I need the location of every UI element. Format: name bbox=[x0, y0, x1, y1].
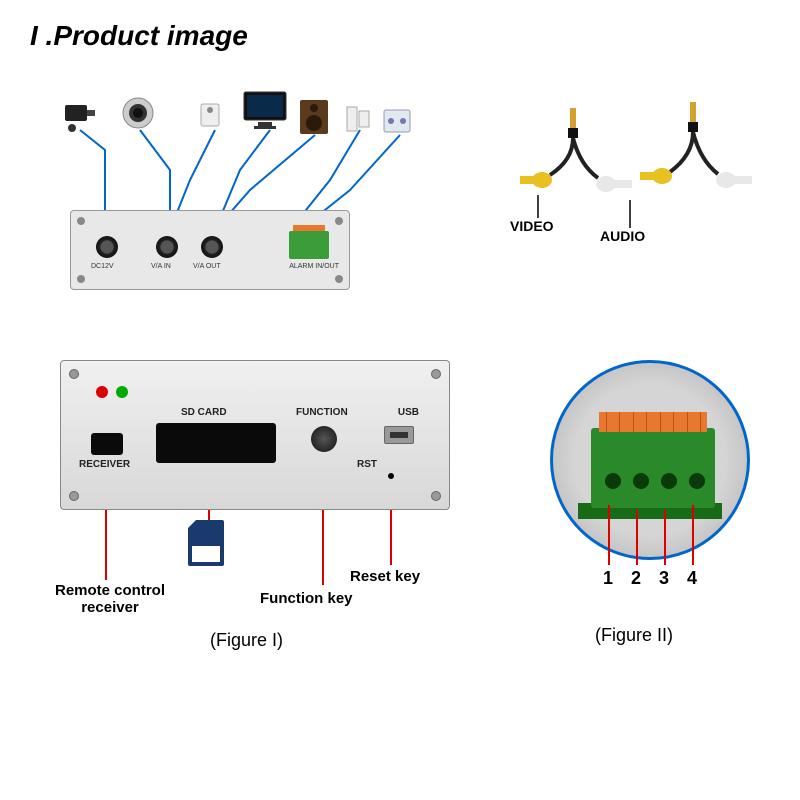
screw-icon bbox=[335, 275, 343, 283]
callout-line bbox=[664, 510, 666, 565]
vain-label: V/A IN bbox=[151, 263, 171, 270]
figure-2-caption: (Figure II) bbox=[595, 625, 673, 646]
led-green bbox=[116, 386, 128, 398]
usb-text: USB bbox=[398, 407, 419, 418]
callout-line bbox=[608, 505, 610, 565]
figure-1-area: SD CARD FUNCTION USB RECEIVER RST Remote… bbox=[40, 360, 490, 660]
function-callout: Function key bbox=[260, 590, 353, 607]
front-panel: SD CARD FUNCTION USB RECEIVER RST bbox=[60, 360, 450, 510]
callout-line bbox=[322, 510, 324, 585]
alarm-terminal bbox=[289, 231, 329, 259]
va-out-jack bbox=[201, 236, 223, 258]
relay-icon bbox=[382, 108, 412, 134]
reset-callout: Reset key bbox=[350, 568, 420, 585]
sensor-icon bbox=[345, 105, 371, 133]
rst-text: RST bbox=[357, 459, 377, 470]
callout-line bbox=[390, 510, 392, 565]
screw-icon bbox=[431, 491, 441, 501]
callout-line bbox=[692, 505, 694, 565]
remote-callout: Remote control receiver bbox=[35, 582, 185, 616]
camera-icon bbox=[118, 95, 158, 135]
audio-label: AUDIO bbox=[600, 228, 645, 244]
sd-card-icon bbox=[188, 520, 224, 566]
terminal-closeup-circle bbox=[550, 360, 750, 560]
terminal-hole-2 bbox=[633, 473, 649, 489]
rear-panel: DC12V V/A IN V/A OUT ALARM IN/OUT bbox=[70, 210, 350, 290]
terminal-num-2: 2 bbox=[631, 568, 641, 589]
mini-usb-port bbox=[384, 426, 414, 444]
function-text: FUNCTION bbox=[296, 407, 348, 418]
callout-line bbox=[636, 510, 638, 565]
sd-card-slot bbox=[156, 423, 276, 463]
terminal-num-4: 4 bbox=[687, 568, 697, 589]
figure-1-caption: (Figure I) bbox=[210, 630, 283, 651]
dc-label: DC12V bbox=[91, 263, 114, 270]
alarm-label: ALARM IN/OUT bbox=[289, 263, 339, 270]
dc-power-jack bbox=[96, 236, 118, 258]
ir-receiver-window bbox=[91, 433, 123, 455]
va-in-jack bbox=[156, 236, 178, 258]
av-cable-diagram: VIDEO AUDIO bbox=[500, 100, 760, 270]
mic-icon bbox=[195, 100, 225, 130]
screw-icon bbox=[431, 369, 441, 379]
screw-icon bbox=[69, 369, 79, 379]
led-red bbox=[96, 386, 108, 398]
callout-line bbox=[105, 510, 107, 580]
receiver-text: RECEIVER bbox=[79, 459, 130, 470]
video-label: VIDEO bbox=[510, 218, 554, 234]
screw-icon bbox=[69, 491, 79, 501]
terminal-hole-1 bbox=[605, 473, 621, 489]
sd-text: SD CARD bbox=[181, 407, 227, 418]
terminal-hole-4 bbox=[689, 473, 705, 489]
screw-icon bbox=[77, 217, 85, 225]
reset-pinhole bbox=[388, 473, 394, 479]
terminal-block bbox=[591, 428, 715, 508]
power-adapter-icon bbox=[60, 100, 100, 135]
terminal-hole-3 bbox=[661, 473, 677, 489]
figure-2-area: 1 2 3 4 (Figure II) bbox=[540, 360, 770, 660]
vaout-label: V/A OUT bbox=[193, 263, 221, 270]
rear-connection-diagram: DC12V V/A IN V/A OUT ALARM IN/OUT bbox=[40, 60, 440, 290]
screw-icon bbox=[77, 275, 85, 283]
monitor-icon bbox=[240, 88, 290, 133]
terminal-num-1: 1 bbox=[603, 568, 613, 589]
screw-icon bbox=[335, 217, 343, 225]
speaker-icon bbox=[298, 98, 330, 136]
terminal-levers bbox=[599, 412, 707, 432]
function-button bbox=[311, 426, 337, 452]
terminal-num-3: 3 bbox=[659, 568, 669, 589]
section-title: I .Product image bbox=[30, 20, 248, 52]
